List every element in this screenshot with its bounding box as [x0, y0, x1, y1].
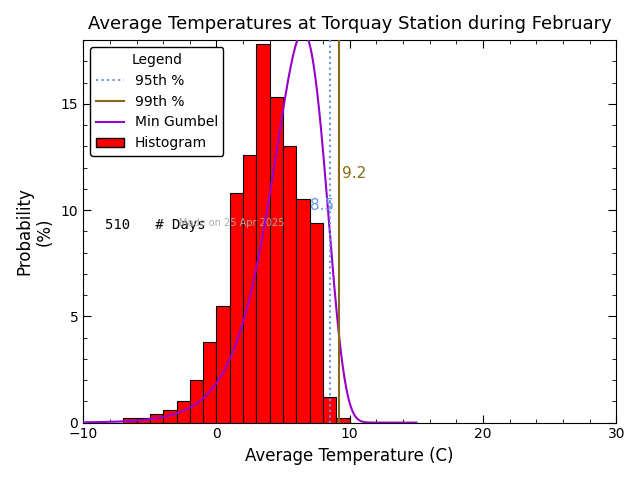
Bar [270, 97, 283, 422]
Y-axis label: Probability
(%): Probability (%) [15, 187, 54, 276]
Bar [163, 410, 177, 422]
Bar [230, 193, 243, 422]
Bar [337, 419, 349, 422]
Bar [216, 306, 230, 422]
Bar [323, 397, 337, 422]
Title: Average Temperatures at Torquay Station during February: Average Temperatures at Torquay Station … [88, 15, 612, 33]
X-axis label: Average Temperature (C): Average Temperature (C) [246, 447, 454, 465]
Bar [124, 419, 136, 422]
Bar [296, 200, 310, 422]
Text: Made on 25 Apr 2025: Made on 25 Apr 2025 [179, 218, 285, 228]
Legend: 95th %, 99th %, Min Gumbel, Histogram: 95th %, 99th %, Min Gumbel, Histogram [90, 47, 223, 156]
Bar [257, 44, 270, 422]
Bar [243, 155, 257, 422]
Bar [203, 342, 216, 422]
Text: 8.5: 8.5 [310, 198, 334, 213]
Bar [283, 146, 296, 422]
Bar [310, 223, 323, 422]
Bar [177, 401, 190, 422]
Text: 9.2: 9.2 [342, 166, 366, 181]
Bar [150, 414, 163, 422]
Bar [190, 380, 203, 422]
Text: 510   # Days: 510 # Days [104, 218, 205, 232]
Bar [136, 419, 150, 422]
